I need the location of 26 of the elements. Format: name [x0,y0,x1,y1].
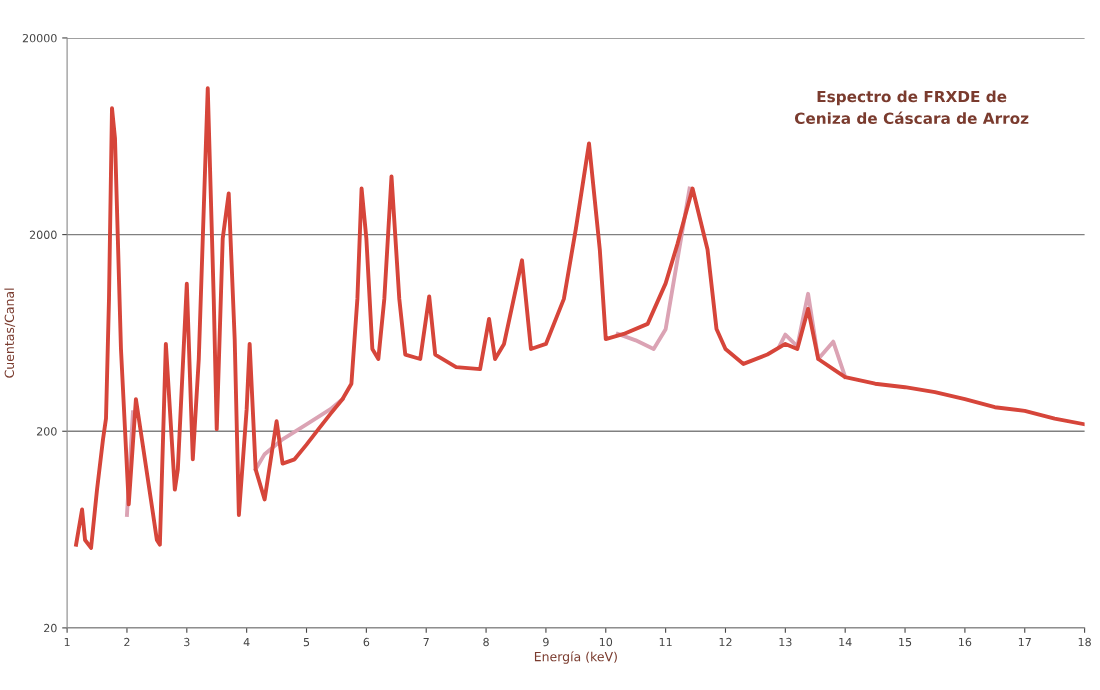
x-tick-label: 7 [423,637,429,647]
x-tick-label: 8 [483,637,489,647]
y-tick-label: 20000 [22,33,57,43]
x-tick-label: 3 [184,637,190,647]
x-tick-label: 17 [1018,637,1031,647]
y-tick-label: 20 [44,623,57,633]
x-tick-label: 13 [779,637,792,647]
y-tick-label: 2000 [29,230,57,239]
x-tick-label: 12 [719,637,732,647]
x-tick-label: 10 [599,637,613,647]
x-axis-title: Energía (keV) [534,651,617,664]
text: Espectro de FRXDE de Ceniza de Cáscara de Arroz [794,90,1029,125]
x-tick-label: 4 [243,637,250,647]
x-tick-label: 16 [959,637,972,647]
x-tick-label: 15 [899,637,912,647]
x-tick-label: 18 [1078,637,1091,647]
x-tick-label: 9 [543,637,549,647]
x-tick-label: 11 [659,637,672,647]
x-tick-label: 6 [363,637,370,647]
y-tick-label: 200 [36,427,57,436]
x-tick-label: 5 [303,637,310,647]
line-series [74,86,1085,550]
y-axis-title: Cuentas/Canal [4,288,16,378]
x-tick-label: 1 [64,637,70,647]
x-tick-label: 2 [124,637,130,647]
x-tick-label: 14 [839,637,852,647]
